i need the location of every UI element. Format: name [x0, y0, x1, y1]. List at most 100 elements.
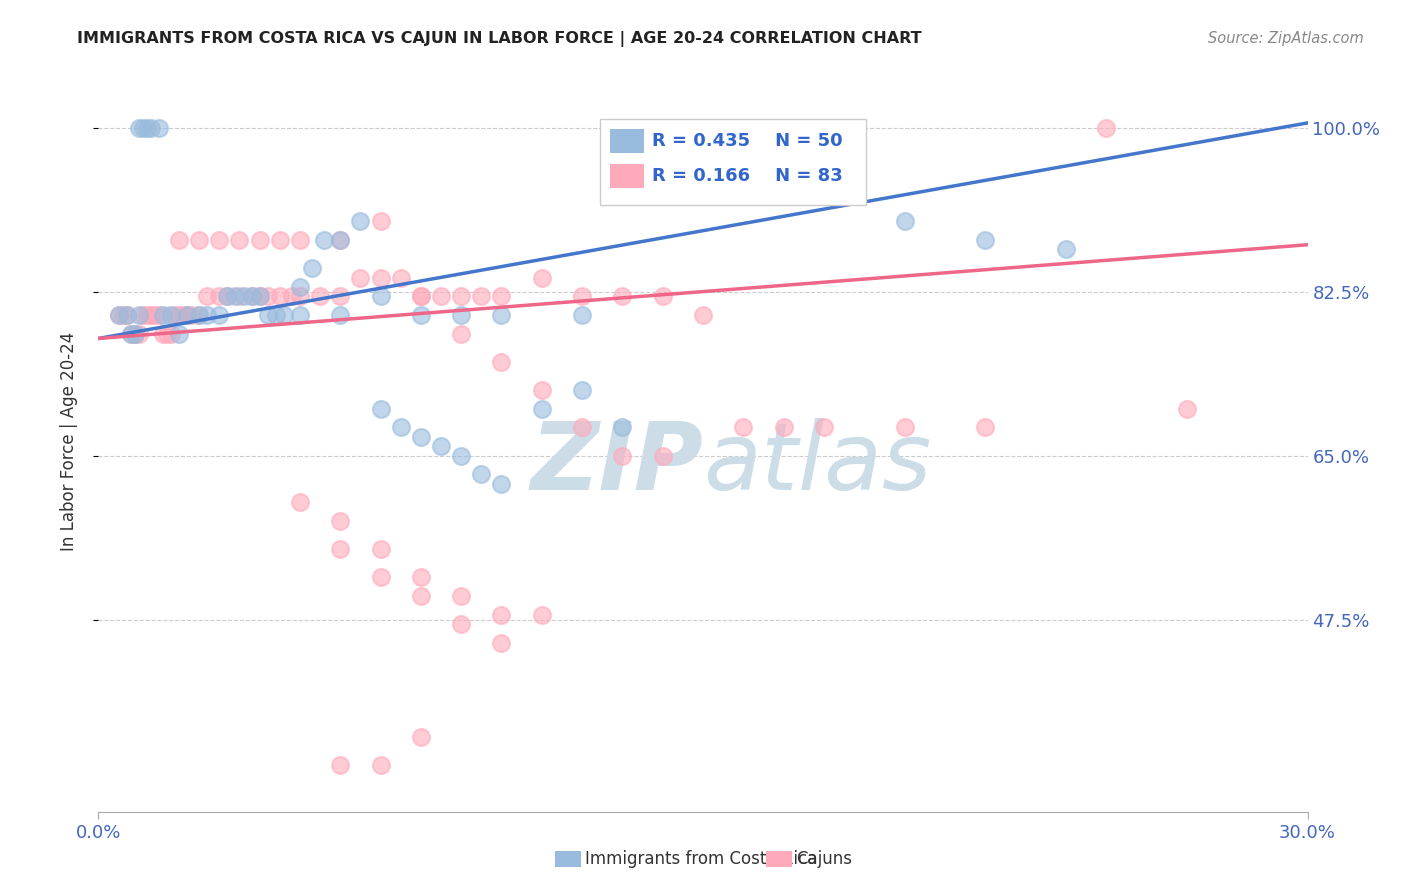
Point — [772, 420, 794, 434]
FancyBboxPatch shape — [600, 120, 866, 204]
Point — [152, 326, 174, 341]
Point — [228, 233, 250, 247]
Point — [409, 570, 432, 584]
Point — [115, 308, 138, 322]
Point — [132, 308, 155, 322]
Point — [107, 308, 129, 322]
Text: IMMIGRANTS FROM COSTA RICA VS CAJUN IN LABOR FORCE | AGE 20-24 CORRELATION CHART: IMMIGRANTS FROM COSTA RICA VS CAJUN IN L… — [77, 31, 922, 47]
Point — [370, 401, 392, 416]
Point — [256, 289, 278, 303]
Point — [974, 233, 997, 247]
Point — [491, 289, 513, 303]
Point — [491, 308, 513, 322]
Point — [224, 289, 246, 303]
Point — [167, 233, 190, 247]
Point — [167, 326, 190, 341]
Point — [288, 289, 311, 303]
Point — [450, 589, 472, 603]
Point — [530, 270, 553, 285]
Point — [450, 289, 472, 303]
Point — [329, 233, 352, 247]
Point — [281, 289, 304, 303]
Point — [288, 233, 311, 247]
Point — [188, 233, 211, 247]
Text: Cajuns: Cajuns — [796, 850, 852, 868]
Point — [120, 326, 142, 341]
Bar — [610, 129, 644, 153]
Point — [450, 308, 472, 322]
Point — [571, 420, 593, 434]
Point — [389, 420, 412, 434]
Point — [329, 542, 352, 557]
Point — [370, 289, 392, 303]
Point — [491, 355, 513, 369]
Point — [409, 730, 432, 744]
Point — [217, 289, 239, 303]
Point — [273, 308, 295, 322]
Point — [160, 326, 183, 341]
Point — [148, 120, 170, 135]
Point — [470, 467, 492, 482]
Point — [128, 326, 150, 341]
Point — [139, 120, 162, 135]
Point — [143, 308, 166, 322]
Point — [309, 289, 332, 303]
Point — [156, 326, 179, 341]
Point — [111, 308, 134, 322]
Bar — [610, 164, 644, 187]
Point — [430, 439, 453, 453]
Point — [208, 308, 231, 322]
Point — [409, 289, 432, 303]
Point — [612, 289, 634, 303]
Point — [349, 270, 371, 285]
Point — [974, 420, 997, 434]
Point — [450, 617, 472, 632]
Point — [115, 308, 138, 322]
Point — [188, 308, 211, 322]
Point — [160, 308, 183, 322]
Point — [370, 570, 392, 584]
Point — [288, 495, 311, 509]
Point — [370, 214, 392, 228]
Point — [256, 308, 278, 322]
Point — [167, 308, 190, 322]
Point — [733, 420, 755, 434]
Text: R = 0.435    N = 50: R = 0.435 N = 50 — [652, 132, 842, 150]
Point — [530, 401, 553, 416]
Point — [288, 280, 311, 294]
Point — [249, 289, 271, 303]
Point — [107, 308, 129, 322]
Point — [370, 270, 392, 285]
Point — [314, 233, 336, 247]
Point — [329, 233, 352, 247]
Point — [249, 289, 271, 303]
Point — [389, 270, 412, 285]
Point — [139, 308, 162, 322]
Point — [491, 607, 513, 622]
Point — [301, 261, 323, 276]
Point — [409, 289, 432, 303]
Point — [571, 289, 593, 303]
Point — [1095, 120, 1118, 135]
Point — [530, 607, 553, 622]
Text: atlas: atlas — [703, 418, 931, 509]
Text: ZIP: ZIP — [530, 417, 703, 509]
Point — [228, 289, 250, 303]
Point — [651, 289, 673, 303]
Point — [893, 214, 915, 228]
Point — [409, 308, 432, 322]
Point — [249, 233, 271, 247]
Point — [135, 308, 157, 322]
Point — [571, 383, 593, 397]
Point — [409, 589, 432, 603]
Point — [329, 289, 352, 303]
Point — [135, 120, 157, 135]
Point — [491, 476, 513, 491]
Point — [120, 326, 142, 341]
Point — [692, 308, 714, 322]
Point — [240, 289, 263, 303]
Text: Source: ZipAtlas.com: Source: ZipAtlas.com — [1208, 31, 1364, 46]
Point — [612, 420, 634, 434]
Point — [188, 308, 211, 322]
Point — [172, 308, 194, 322]
